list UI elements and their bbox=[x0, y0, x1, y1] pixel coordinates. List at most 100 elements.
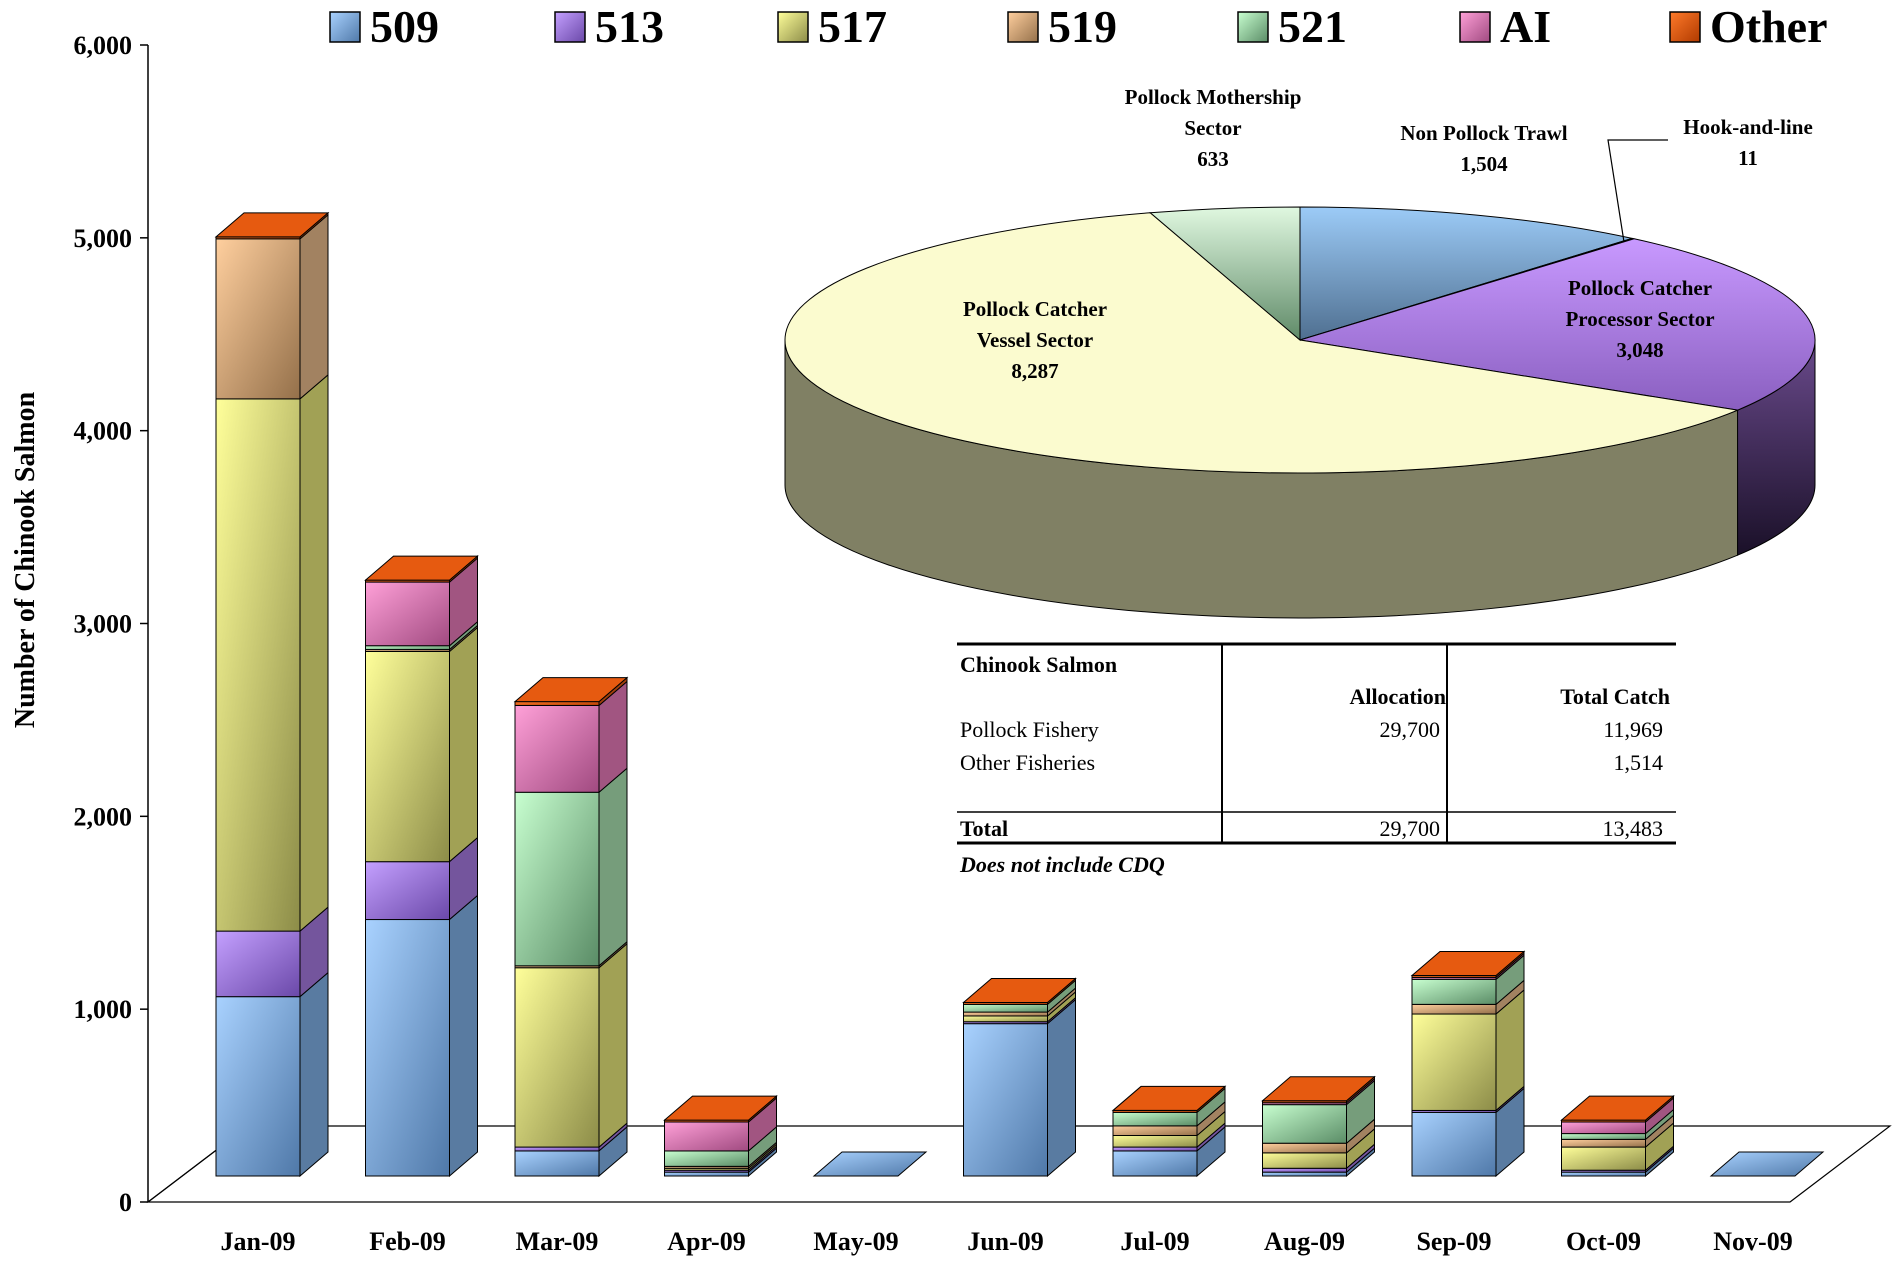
bar-top-jul-09 bbox=[1111, 1085, 1227, 1111]
legend-swatch-513 bbox=[554, 11, 586, 43]
bar-top-apr-09 bbox=[663, 1095, 778, 1121]
bar-segment-jul-09-509 bbox=[1112, 1150, 1198, 1177]
table-cell: 1,514 bbox=[1614, 750, 1664, 775]
pie-slice-pollock-mothership-sector bbox=[1149, 206, 1301, 342]
pie-label-catcher-processor: 3,048 bbox=[1616, 338, 1663, 362]
pie-chart: Pollock Mothership Sector 633 Non Pollock T… bbox=[784, 85, 1816, 619]
legend-label-521: 521 bbox=[1278, 1, 1347, 52]
pie-label-catcher-vessel: Pollock Catcher bbox=[963, 297, 1107, 321]
bar-stack-jul-09 bbox=[1111, 1085, 1227, 1178]
pie-slice-pollock-catcher-vessel-sector bbox=[784, 212, 1740, 474]
table-cell: 11,969 bbox=[1603, 717, 1663, 742]
bar-segment-apr-09-ai bbox=[664, 1121, 749, 1152]
bar-segment-jun-09-519 bbox=[963, 1011, 1048, 1017]
table-total-label: Total bbox=[960, 816, 1008, 841]
bar-segment-jan-09-517 bbox=[215, 398, 301, 932]
legend-label-513: 513 bbox=[595, 1, 664, 52]
bar-segment-jul-09-513 bbox=[1112, 1146, 1198, 1152]
legend-swatch-521 bbox=[1237, 11, 1269, 43]
bar-segment-oct-09-521 bbox=[1561, 1133, 1646, 1140]
y-tick-label: 2,000 bbox=[74, 802, 133, 831]
y-tick-label: 3,000 bbox=[74, 610, 133, 639]
bar-segment-mar-09-other bbox=[514, 701, 600, 706]
bar-stack-mar-09 bbox=[513, 676, 629, 1178]
y-tick-label: 0 bbox=[119, 1188, 132, 1217]
bar-stack-jun-09 bbox=[962, 977, 1077, 1178]
legend-label-other: Other bbox=[1710, 1, 1828, 52]
x-tick-label: Aug-09 bbox=[1264, 1227, 1345, 1256]
bar-segment-feb-09-509 bbox=[365, 919, 450, 1177]
legend-swatch-519 bbox=[1007, 11, 1039, 43]
bar-segment-jan-09-513 bbox=[215, 930, 301, 998]
x-tick-label: Sep-09 bbox=[1416, 1227, 1491, 1256]
x-tick-label: Jun-09 bbox=[967, 1227, 1044, 1256]
bar-top-jun-09 bbox=[962, 977, 1077, 1003]
bar-segment-jun-09-509 bbox=[963, 1023, 1048, 1177]
bar-segment-sep-09-517 bbox=[1411, 1013, 1497, 1111]
x-tick-label: Apr-09 bbox=[667, 1227, 745, 1256]
bar-segment-jul-09-517 bbox=[1112, 1135, 1198, 1148]
bar-segment-mar-09-513 bbox=[514, 1146, 600, 1152]
y-axis-label: Number of Chinook Salmon bbox=[10, 391, 41, 728]
bar-segment-jan-09-509 bbox=[215, 996, 301, 1177]
y-tick-label: 1,000 bbox=[74, 995, 133, 1024]
legend: 509 513 517 519 521 AI Other bbox=[329, 1, 1828, 52]
bar-segment-feb-09-521 bbox=[365, 645, 450, 651]
bar-segment-jul-09-519 bbox=[1112, 1125, 1198, 1137]
pie-label-mothership: Pollock Mothership bbox=[1125, 85, 1302, 109]
bar-top-aug-09 bbox=[1261, 1076, 1376, 1102]
table-header-allocation: Allocation bbox=[1349, 684, 1446, 709]
y-tick-label: 6,000 bbox=[74, 31, 133, 60]
pie-slice-pollock-catcher-processor-sector bbox=[1299, 238, 1816, 411]
bar-segment-aug-09-521 bbox=[1262, 1104, 1347, 1144]
bar-segment-feb-09-517 bbox=[365, 650, 450, 863]
bar-top-jan-09 bbox=[214, 212, 330, 238]
table-header-total-catch: Total Catch bbox=[1560, 684, 1670, 709]
bar-top-mar-09 bbox=[513, 677, 629, 703]
allocation-table: Chinook Salmon Allocation Total Catch Po… bbox=[957, 642, 1676, 877]
bar-stack-apr-09 bbox=[663, 1094, 778, 1178]
bar-segment-oct-09-517 bbox=[1561, 1146, 1646, 1171]
bar-segment-oct-09-509 bbox=[1561, 1171, 1646, 1177]
x-tick-label: Nov-09 bbox=[1713, 1227, 1792, 1256]
legend-swatch-517 bbox=[777, 11, 809, 43]
bar-segment-feb-09-513 bbox=[365, 861, 450, 921]
x-tick-labels: Jan-09 Feb-09 Mar-09 Apr-09 May-09 Jun-09 Jul-… bbox=[220, 1227, 1792, 1256]
bar-segment-jan-09-517-side bbox=[299, 373, 329, 933]
bar-top-feb-09 bbox=[364, 555, 479, 581]
pie-leader-line bbox=[1607, 139, 1668, 243]
bar-segment-apr-09-509 bbox=[664, 1171, 749, 1177]
bar-stack-aug-09 bbox=[1261, 1075, 1376, 1178]
bar-top-oct-09 bbox=[1560, 1095, 1675, 1121]
legend-swatch-ai bbox=[1459, 11, 1491, 43]
bar-stack-nov-09 bbox=[1709, 1151, 1825, 1177]
legend-label-519: 519 bbox=[1048, 1, 1117, 52]
bar-segment-mar-09-517 bbox=[514, 967, 600, 1148]
pie-label-hook-and-line: Hook-and-line bbox=[1683, 115, 1813, 139]
bar-segment-aug-09-509 bbox=[1262, 1171, 1347, 1177]
bar-top-empty bbox=[812, 1151, 928, 1177]
bar-segment-aug-09-513 bbox=[1262, 1167, 1347, 1173]
bar-segment-sep-09-509 bbox=[1411, 1111, 1497, 1177]
bar-segment-jan-09-509-side bbox=[299, 971, 329, 1178]
bar-top-empty bbox=[1709, 1151, 1825, 1177]
pie-label-catcher-vessel: Vessel Sector bbox=[977, 328, 1093, 352]
bar-segment-mar-09-521-side bbox=[598, 767, 628, 967]
bar-stack-may-09 bbox=[812, 1151, 928, 1177]
pie-label-catcher-processor: Processor Sector bbox=[1565, 307, 1714, 331]
table-row-label: Pollock Fishery bbox=[960, 717, 1099, 742]
pie-label-mothership: Sector bbox=[1184, 116, 1241, 140]
bar-stack-feb-09 bbox=[364, 555, 479, 1178]
table-total-catch: 13,483 bbox=[1603, 816, 1664, 841]
bar-segment-feb-09-ai bbox=[365, 581, 450, 647]
bar-segment-mar-09-ai bbox=[514, 704, 600, 793]
bar-segment-jan-09-519-side bbox=[299, 213, 329, 400]
bar-stack-sep-09 bbox=[1410, 950, 1526, 1178]
legend-swatch-509 bbox=[329, 11, 361, 43]
pie-label-hook-and-line: 11 bbox=[1738, 146, 1758, 170]
x-tick-label: Mar-09 bbox=[516, 1227, 599, 1256]
bar-segment-mar-09-521 bbox=[514, 791, 600, 967]
pie-label-non-pollock-trawl: 1,504 bbox=[1460, 152, 1508, 176]
pie-label-mothership: 633 bbox=[1197, 147, 1229, 171]
